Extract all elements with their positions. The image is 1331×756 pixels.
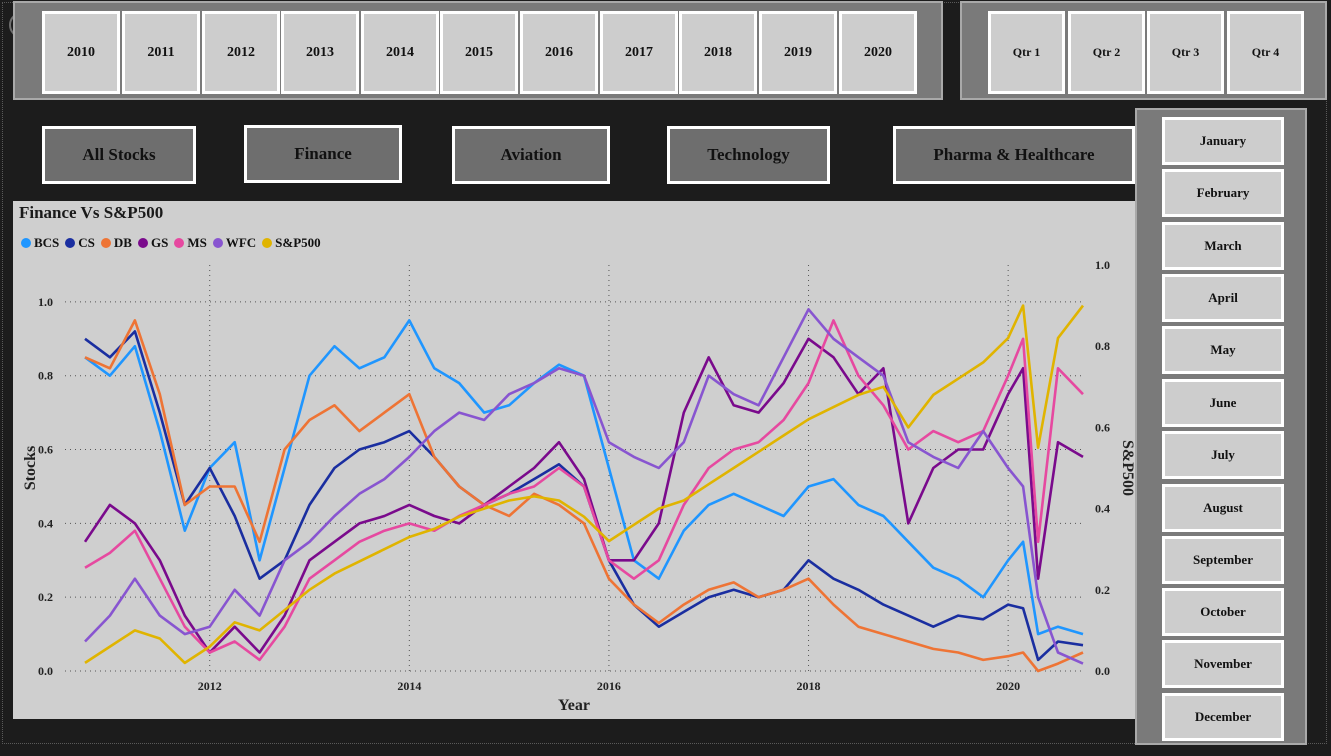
legend-item-gs[interactable]: GS bbox=[137, 235, 169, 251]
y2-axis-label: S&P500 bbox=[1119, 440, 1135, 496]
month-tile-january[interactable]: January bbox=[1162, 117, 1284, 165]
legend-label: CS bbox=[78, 235, 95, 250]
month-tile-march[interactable]: March bbox=[1162, 222, 1284, 270]
year-tile-2010[interactable]: 2010 bbox=[42, 11, 120, 94]
legend-marker bbox=[137, 238, 148, 248]
y-tick-label: 0.2 bbox=[38, 590, 53, 604]
month-tile-july[interactable]: July bbox=[1162, 431, 1284, 479]
y2-tick-label: 1.0 bbox=[1095, 258, 1110, 272]
y-tick-label: 0.0 bbox=[38, 664, 53, 678]
year-tile-2016[interactable]: 2016 bbox=[520, 11, 598, 94]
year-tile-2013[interactable]: 2013 bbox=[281, 11, 359, 94]
y-tick-label: 1.0 bbox=[38, 295, 53, 309]
finance-vs-sp500-chart: 0.0 0.2 0.4 0.6 0.8 1.0 2012 2014 2016 2018 2020 0.… bbox=[13, 201, 1135, 719]
y-axis-label: Stocks bbox=[22, 446, 39, 490]
x-tick-label: 2018 bbox=[797, 679, 821, 693]
x-axis-label: Year bbox=[558, 697, 590, 714]
finance-button[interactable]: Finance bbox=[244, 125, 402, 183]
quarter-slicer: Qtr 1 Qtr 2 Qtr 3 Qtr 4 bbox=[960, 1, 1327, 100]
year-tile-2019[interactable]: 2019 bbox=[759, 11, 837, 94]
series-line-bcs bbox=[84, 319, 1084, 636]
pharma-healthcare-button[interactable]: Pharma & Healthcare bbox=[893, 126, 1135, 184]
year-tile-2020[interactable]: 2020 bbox=[839, 11, 917, 94]
x-tick-label: 2014 bbox=[397, 679, 421, 693]
y2-tick-label: 0.8 bbox=[1095, 339, 1110, 353]
legend-label: BCS bbox=[34, 235, 60, 250]
month-tile-june[interactable]: June bbox=[1162, 379, 1284, 427]
legend-item-bcs[interactable]: BCS bbox=[21, 235, 59, 251]
legend-label: MS bbox=[187, 235, 207, 250]
legend-label: S&P500 bbox=[275, 235, 321, 250]
legend-item-sp500[interactable]: S&P500 bbox=[262, 235, 321, 251]
year-tile-2015[interactable]: 2015 bbox=[440, 11, 518, 94]
series-line-wfc bbox=[84, 308, 1084, 665]
year-tile-2012[interactable]: 2012 bbox=[202, 11, 280, 94]
chart-title: Finance Vs S&P500 bbox=[19, 203, 164, 222]
y-tick-label: 0.8 bbox=[38, 369, 53, 383]
series-line-sp500 bbox=[84, 304, 1085, 665]
qtr-tile-4[interactable]: Qtr 4 bbox=[1227, 11, 1304, 94]
chart-canvas: 0.0 0.2 0.4 0.6 0.8 1.0 2012 2014 2016 2018 2020 0.… bbox=[22, 258, 1135, 714]
legend-marker bbox=[21, 238, 31, 248]
month-tile-august[interactable]: August bbox=[1162, 484, 1284, 532]
x-tick-label: 2016 bbox=[597, 679, 621, 693]
legend-item-wfc[interactable]: WFC bbox=[212, 235, 257, 251]
chart-legend: BCS CS DB GS MS WFC S&P500 bbox=[21, 235, 321, 251]
legend-label: DB bbox=[113, 235, 132, 250]
month-tile-september[interactable]: September bbox=[1162, 536, 1284, 584]
year-slicer: 2010 2011 2012 2013 2014 2015 2016 2017 … bbox=[13, 1, 943, 100]
month-tile-november[interactable]: November bbox=[1162, 640, 1284, 688]
year-tile-2014[interactable]: 2014 bbox=[361, 11, 439, 94]
y-tick-label: 0.4 bbox=[38, 516, 53, 530]
y-tick-label: 0.6 bbox=[38, 443, 53, 457]
legend-label: GS bbox=[150, 235, 169, 250]
month-tile-april[interactable]: April bbox=[1162, 274, 1284, 322]
y2-tick-label: 0.4 bbox=[1095, 502, 1110, 516]
legend-marker bbox=[65, 238, 76, 248]
legend-item-ms[interactable]: MS bbox=[174, 235, 207, 251]
year-tile-2018[interactable]: 2018 bbox=[679, 11, 757, 94]
month-tile-february[interactable]: February bbox=[1162, 169, 1284, 217]
aviation-button[interactable]: Aviation bbox=[452, 126, 610, 184]
all-stocks-button[interactable]: All Stocks bbox=[42, 126, 196, 184]
y2-tick-label: 0.0 bbox=[1095, 664, 1110, 678]
legend-item-cs[interactable]: CS bbox=[65, 235, 95, 251]
series-line-ms bbox=[84, 319, 1084, 662]
legend-item-db[interactable]: DB bbox=[100, 235, 132, 251]
legend-label: WFC bbox=[225, 235, 257, 250]
legend-marker bbox=[262, 238, 273, 248]
month-slicer: January February March April May June Ju… bbox=[1135, 108, 1307, 745]
qtr-tile-1[interactable]: Qtr 1 bbox=[988, 11, 1065, 94]
series-line-db bbox=[84, 319, 1084, 673]
y2-tick-label: 0.6 bbox=[1095, 420, 1110, 434]
year-tile-2011[interactable]: 2011 bbox=[122, 11, 200, 94]
qtr-tile-3[interactable]: Qtr 3 bbox=[1147, 11, 1224, 94]
y2-tick-label: 0.2 bbox=[1095, 583, 1110, 597]
legend-marker bbox=[100, 238, 111, 248]
series-line-gs bbox=[83, 337, 1084, 654]
legend-marker bbox=[212, 238, 223, 248]
legend-marker bbox=[174, 238, 185, 248]
year-tile-2017[interactable]: 2017 bbox=[600, 11, 678, 94]
month-tile-october[interactable]: October bbox=[1162, 588, 1284, 636]
technology-button[interactable]: Technology bbox=[667, 126, 830, 184]
x-tick-label: 2012 bbox=[198, 679, 222, 693]
x-tick-label: 2020 bbox=[996, 679, 1020, 693]
month-tile-may[interactable]: May bbox=[1162, 326, 1284, 374]
month-tile-december[interactable]: December bbox=[1162, 693, 1284, 741]
qtr-tile-2[interactable]: Qtr 2 bbox=[1068, 11, 1145, 94]
